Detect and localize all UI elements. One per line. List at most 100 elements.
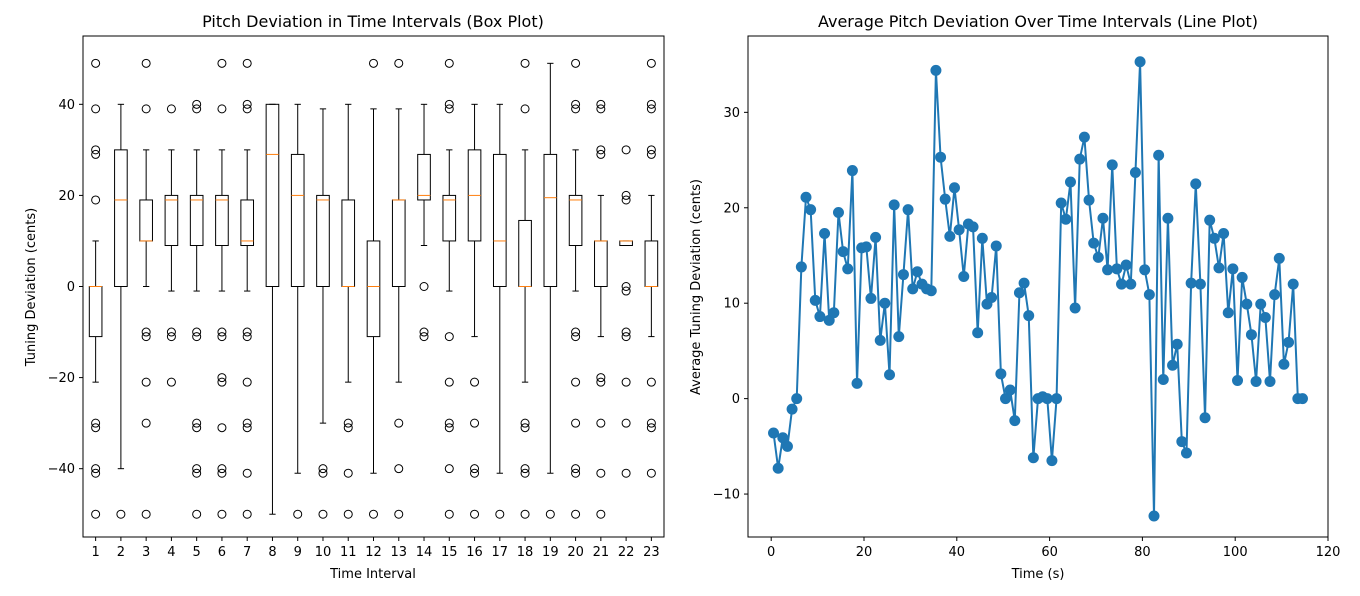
box-flier [419, 332, 429, 342]
box-flier [343, 418, 353, 428]
box-flier [470, 418, 480, 428]
box-flier [596, 145, 606, 155]
line-point [972, 327, 984, 339]
box-flier [596, 468, 606, 478]
line-point [1134, 56, 1146, 68]
box-group [417, 103, 431, 342]
line-plot-marks [768, 56, 1308, 522]
box-rect [240, 199, 255, 247]
box-rect [215, 194, 229, 247]
box-group [442, 58, 457, 519]
box-flier [91, 149, 101, 159]
line-point [777, 432, 789, 444]
box-rect [391, 199, 406, 287]
box-xtick-label: 6 [218, 545, 226, 560]
line-point [1167, 359, 1179, 371]
box-xtick-label: 16 [466, 545, 483, 560]
box-rect [594, 240, 608, 287]
box-flier [217, 332, 227, 342]
line-xtick-label: 20 [856, 545, 873, 560]
line-point [832, 207, 844, 219]
box-group [366, 58, 381, 519]
line-point [1139, 264, 1151, 276]
box-flier [192, 418, 202, 428]
line-point [1236, 271, 1248, 283]
line-point [897, 269, 909, 281]
box-xtick-label: 17 [492, 545, 509, 560]
box-plot-marks [88, 58, 659, 519]
box-flier [596, 149, 606, 159]
box-flier [596, 99, 606, 109]
line-point [1148, 510, 1160, 522]
box-flier [141, 104, 151, 114]
line-point [837, 246, 849, 258]
box-flier [571, 332, 581, 342]
line-point [1199, 412, 1211, 424]
box-flier [646, 104, 656, 114]
box-flier [621, 418, 631, 428]
line-point [1069, 302, 1081, 314]
box-flier [621, 145, 631, 155]
line-point [819, 228, 831, 240]
box-flier [571, 327, 581, 337]
box-xtick-label: 8 [268, 545, 276, 560]
line-point [860, 241, 872, 253]
line-xtick-label: 0 [767, 545, 775, 560]
box-flier [343, 423, 353, 433]
box-rect [442, 194, 457, 242]
line-point [958, 270, 970, 282]
box-flier [369, 509, 378, 519]
line-point [800, 191, 812, 203]
line-series [772, 60, 1303, 518]
line-xtick-label: 60 [1041, 545, 1058, 560]
box-flier [419, 327, 429, 337]
box-flier [621, 286, 631, 296]
box-group [619, 145, 633, 478]
box-group [164, 104, 179, 387]
line-point [1171, 338, 1183, 350]
box-flier [242, 332, 252, 342]
line-point [1055, 197, 1067, 209]
box-flier [621, 327, 631, 337]
box-flier [217, 423, 227, 433]
line-point [1222, 307, 1234, 319]
box-flier [91, 418, 101, 428]
box-flier [242, 418, 252, 428]
line-xtick-label: 120 [1316, 545, 1341, 560]
box-flier [91, 468, 101, 478]
box-flier [646, 418, 656, 428]
box-flier [217, 509, 227, 519]
line-point [1185, 277, 1197, 289]
box-flier [571, 418, 581, 428]
box-flier [91, 145, 101, 155]
box-flier [444, 418, 454, 428]
box-flier [646, 58, 656, 68]
box-flier [91, 58, 101, 68]
box-flier [520, 58, 530, 68]
box-flier [571, 464, 581, 474]
box-flier [646, 377, 656, 387]
box-group [518, 58, 532, 519]
line-point [1255, 298, 1267, 310]
box-flier [394, 509, 404, 519]
line-point [781, 440, 793, 452]
box-flier [192, 509, 202, 519]
box-rect [139, 199, 153, 242]
box-rect [366, 240, 381, 338]
box-flier [192, 99, 202, 109]
box-xtick-label: 11 [340, 545, 357, 560]
box-group [594, 99, 608, 519]
line-point [1190, 178, 1202, 190]
box-plot-ylabel: Tuning Deviation (cents) [24, 208, 39, 367]
box-flier [242, 509, 252, 519]
box-group [114, 103, 128, 519]
box-xtick-label: 4 [167, 545, 175, 560]
line-point [1111, 263, 1123, 275]
box-group [189, 99, 204, 519]
line-point [1143, 289, 1155, 301]
box-flier [217, 58, 227, 68]
line-point [805, 204, 817, 216]
box-flier [217, 377, 227, 387]
line-point [1078, 131, 1090, 143]
box-ytick-label: −20 [48, 371, 75, 386]
